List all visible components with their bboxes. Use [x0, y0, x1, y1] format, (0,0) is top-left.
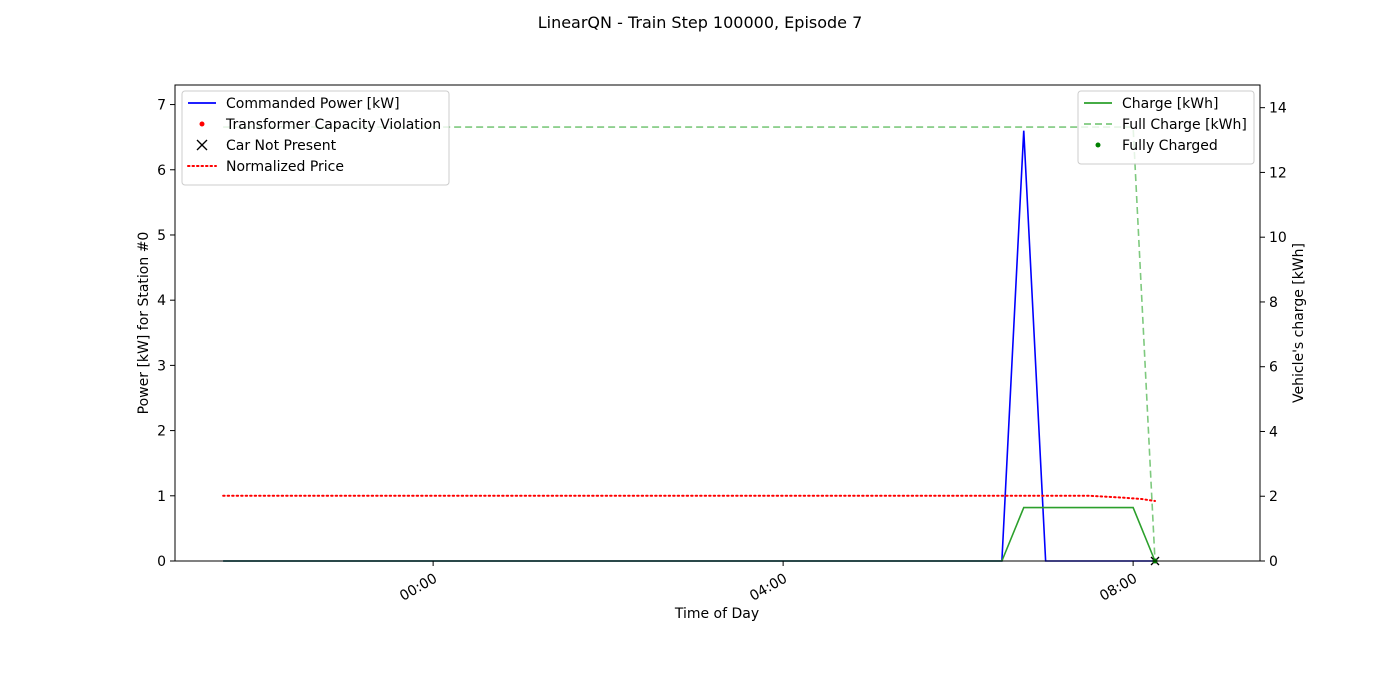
x-tick-label-1: 04:00 [747, 571, 790, 605]
y-tick-label-left-6: 6 [157, 163, 166, 179]
y-tick-label-left-4: 4 [157, 293, 166, 309]
legend-left-label-1: Transformer Capacity Violation [225, 117, 441, 133]
legend-right-handle-2 [1095, 142, 1101, 148]
legend-right-box [1077, 90, 1255, 165]
y-tick-label-right-7: 14 [1269, 101, 1287, 117]
y-tick-label-right-0: 0 [1269, 554, 1278, 570]
x-tick-label-0: 00:00 [397, 571, 440, 605]
y-tick-label-right-4: 8 [1269, 295, 1278, 311]
legend-left-handle-1 [199, 121, 205, 127]
y-axis-label-left: Power [kW] for Station #0 [136, 232, 152, 415]
legend-right-label-0: Charge [kWh] [1122, 96, 1218, 112]
y-tick-label-right-6: 12 [1269, 165, 1287, 181]
legend-left-box [181, 90, 450, 186]
y-tick-label-left-1: 1 [157, 489, 166, 505]
y-axis-label-right: Vehicle's charge [kWh] [1291, 243, 1307, 403]
legend-right: Charge [kWh] Full Charge [kWh] Fully Charg… [1077, 90, 1255, 165]
legend-left: Commanded Power [kW] Transformer Capacity… [181, 90, 450, 186]
chart-title: LinearQN - Train Step 100000, Episode 7 [538, 13, 863, 32]
y-tick-label-left-2: 2 [157, 424, 166, 440]
legend-right-label-2: Fully Charged [1122, 138, 1218, 154]
series-line-3 [223, 126, 1156, 562]
y-tick-label-right-5: 10 [1269, 230, 1287, 246]
legend-left-label-3: Normalized Price [226, 159, 344, 175]
y-tick-label-right-1: 2 [1269, 489, 1278, 505]
series-line-2 [223, 506, 1156, 562]
legend-left-handle-2-b [196, 139, 208, 151]
legend-left-label-2: Car Not Present [226, 138, 337, 154]
y-tick-label-left-7: 7 [157, 98, 166, 114]
y-tick-label-left-3: 3 [157, 358, 166, 374]
x-axis-label: Time of Day [674, 606, 759, 622]
y-tick-label-left-5: 5 [157, 228, 166, 244]
legend-left-handle-2 [196, 139, 208, 151]
y-tick-label-right-3: 6 [1269, 360, 1278, 376]
y-tick-label-right-2: 4 [1269, 424, 1278, 440]
legend-right-label-1: Full Charge [kWh] [1122, 117, 1247, 133]
series-line-1 [222, 494, 1156, 503]
x-tick-label-2: 08:00 [1097, 571, 1140, 605]
legend-left-label-0: Commanded Power [kW] [226, 96, 400, 112]
plot-layer [222, 126, 1160, 566]
y-tick-label-left-0: 0 [157, 554, 166, 570]
plot-frame [174, 84, 1261, 562]
